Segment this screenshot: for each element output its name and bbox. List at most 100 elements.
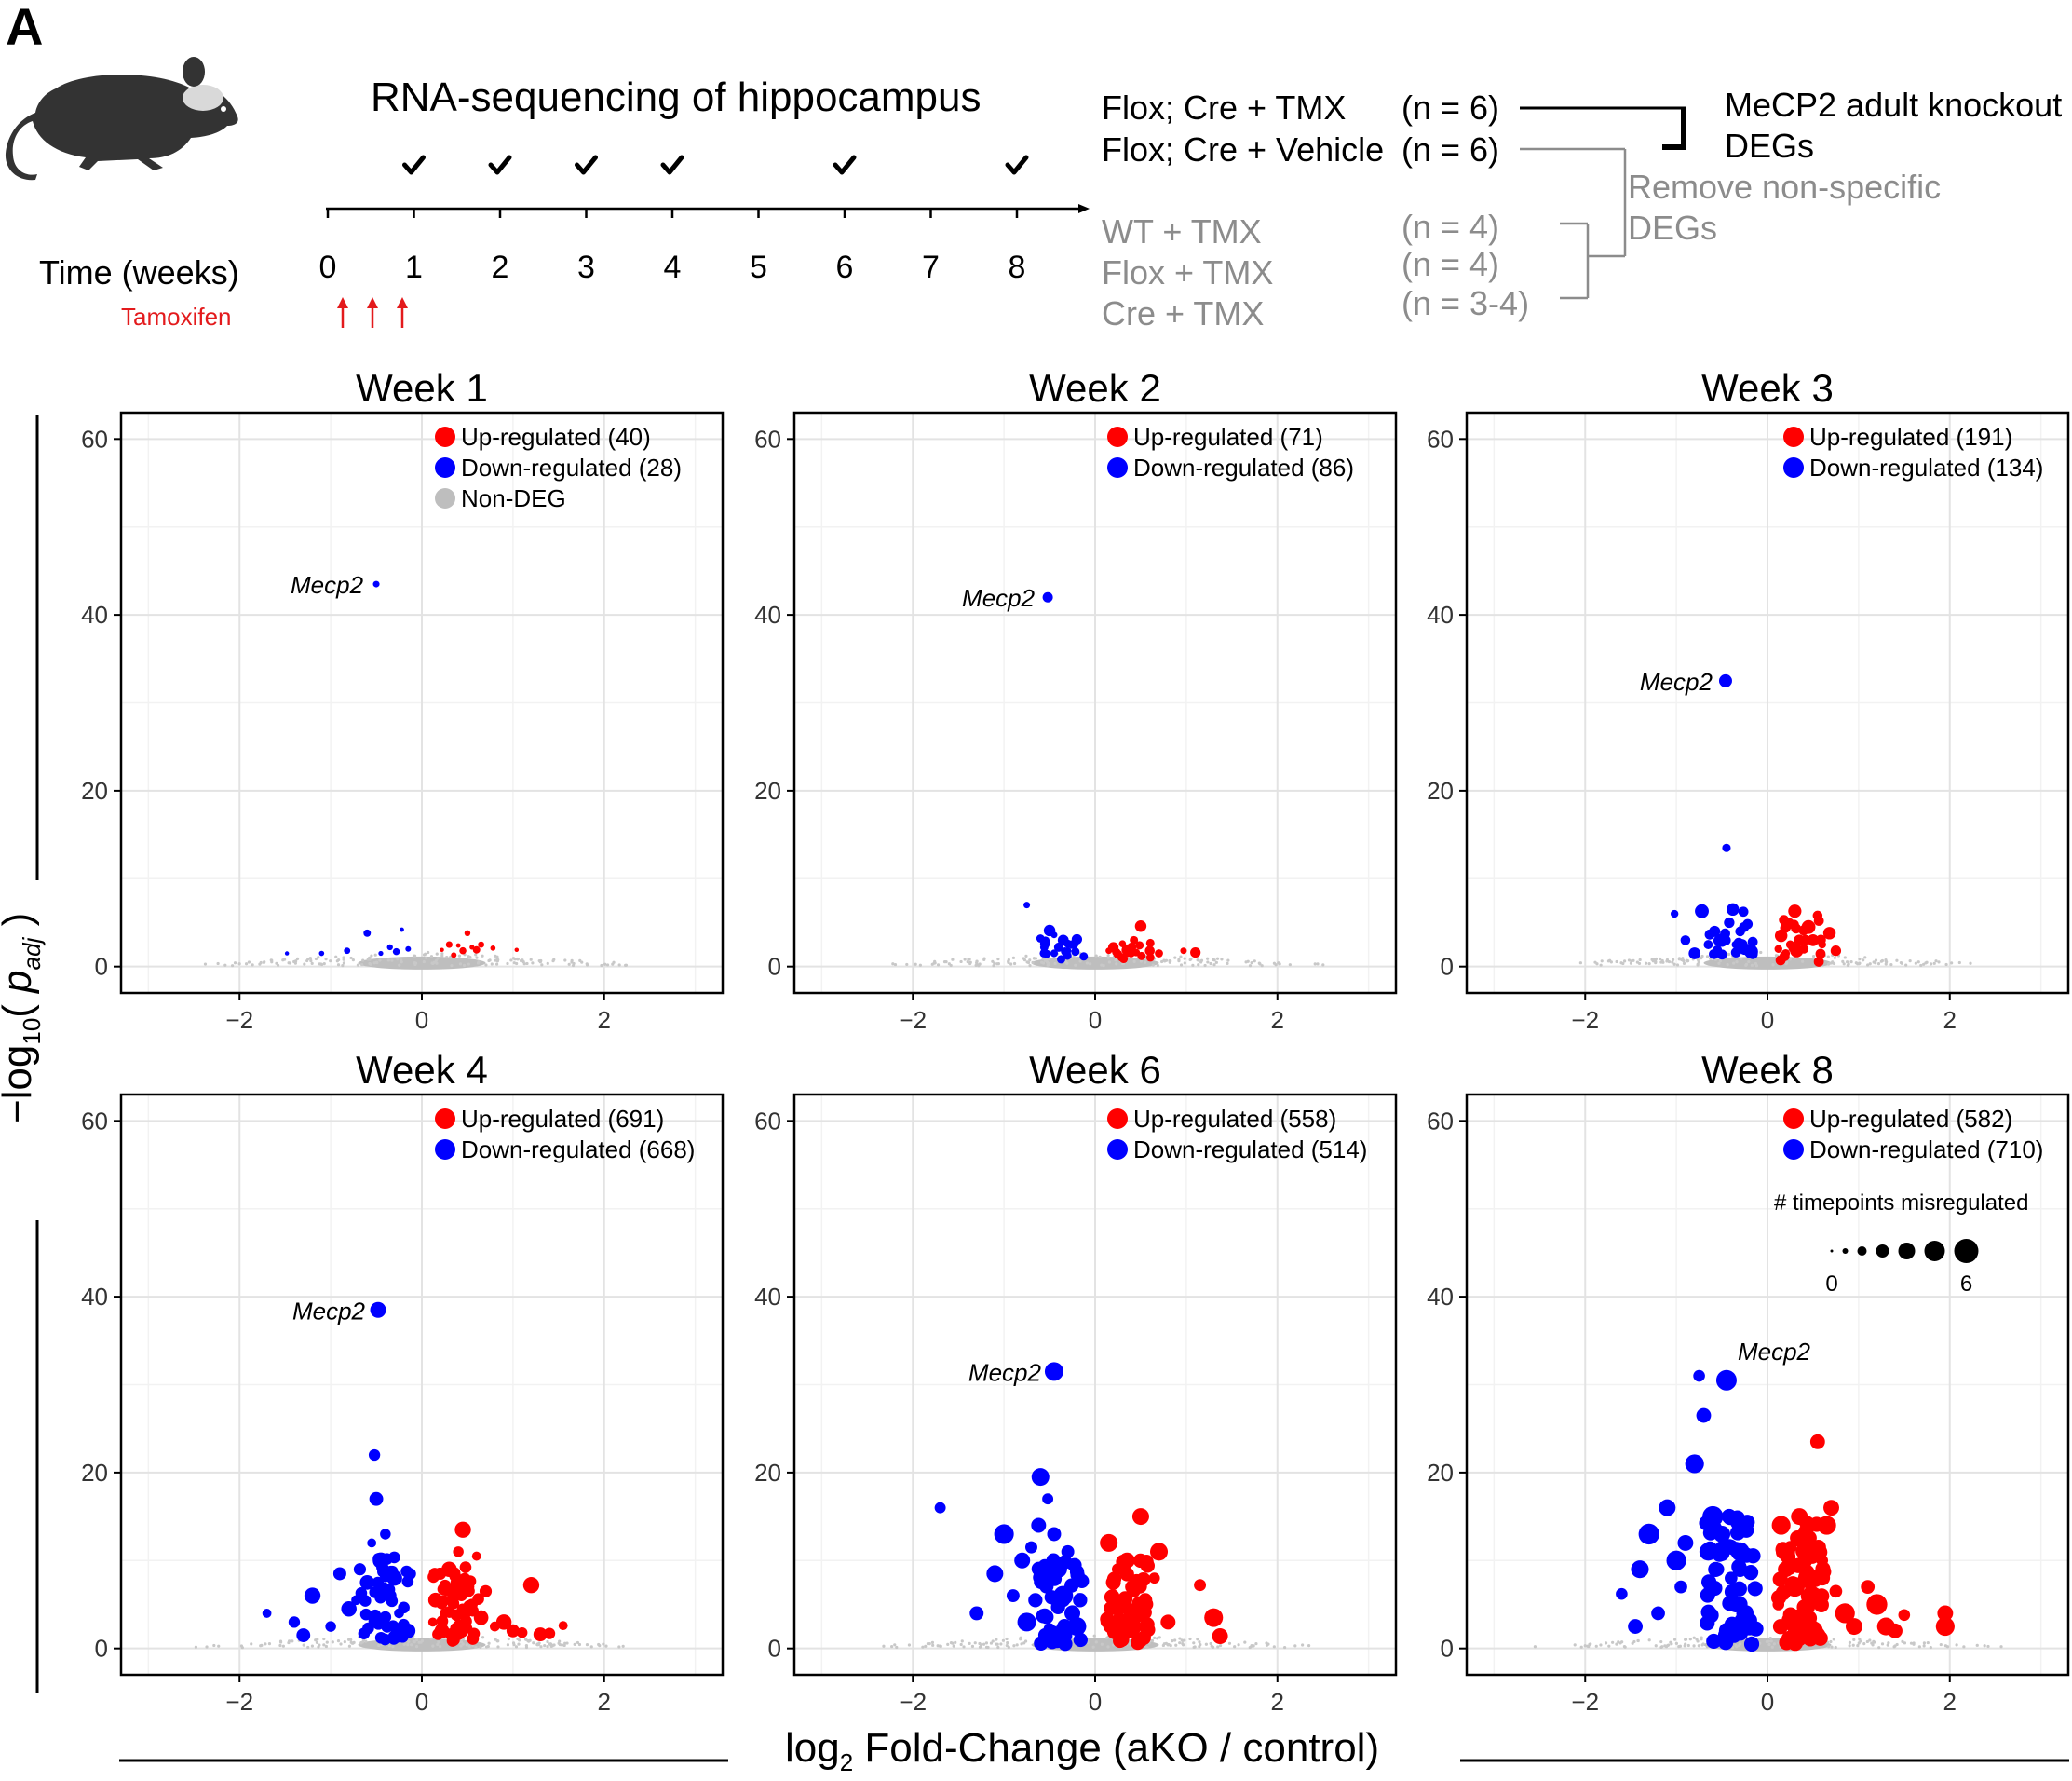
non-deg-point: [1862, 958, 1865, 962]
down-regulated-point: [986, 1565, 1004, 1583]
non-deg-point: [963, 958, 967, 961]
mecp2-point: [1044, 1362, 1063, 1381]
non-deg-point: [1688, 1638, 1692, 1641]
non-deg-point: [546, 961, 549, 965]
non-deg-point: [1206, 957, 1210, 960]
non-deg-point: [322, 1643, 326, 1647]
non-deg-point: [1250, 960, 1253, 965]
non-deg-point: [1177, 958, 1181, 961]
non-deg-point: [1672, 958, 1675, 961]
non-deg-point: [1734, 1643, 1738, 1648]
panel-label: A: [6, 0, 44, 56]
non-deg-point: [458, 962, 463, 966]
non-deg-point: [322, 1637, 326, 1641]
non-deg-point: [921, 1645, 925, 1649]
non-deg-point: [1700, 954, 1704, 958]
non-deg-point: [440, 952, 444, 956]
non-deg-point: [1139, 959, 1144, 963]
non-deg-point: [1627, 958, 1632, 962]
mecp2-point: [372, 580, 380, 588]
non-deg-point: [1914, 961, 1917, 965]
non-deg-point: [278, 1640, 283, 1644]
y-label-prefix: −log: [0, 1044, 41, 1124]
non-deg-point: [1873, 1640, 1876, 1644]
non-deg-point: [1769, 1639, 1773, 1643]
non-deg-point: [368, 958, 372, 961]
non-deg-point: [1188, 1637, 1192, 1641]
size-legend-dot: [1924, 1241, 1945, 1261]
non-deg-point: [413, 954, 417, 958]
non-deg-point: [1220, 958, 1224, 961]
panel-title: Week 8: [1701, 1048, 1834, 1092]
up-regulated-points: [1100, 1508, 1228, 1651]
non-deg-point: [1183, 961, 1186, 965]
non-deg-point: [351, 1641, 355, 1645]
non-deg-point: [1212, 958, 1216, 962]
non-deg-point: [567, 962, 571, 966]
non-deg-point: [1102, 963, 1105, 968]
down-regulated-point: [368, 1448, 381, 1462]
check-icon: [660, 155, 684, 175]
up-regulated-point: [459, 946, 467, 955]
non-deg-point: [1226, 958, 1230, 962]
up-regulated-point: [1106, 1571, 1122, 1586]
non-deg-point: [1160, 959, 1164, 964]
y-label-p: p: [0, 970, 40, 992]
down-regulated-point: [374, 1631, 387, 1644]
down-regulated-point: [1739, 921, 1750, 932]
down-regulated-point: [1707, 1520, 1723, 1537]
non-deg-point: [251, 963, 254, 967]
non-deg-point: [585, 1643, 589, 1647]
non-deg-point: [351, 958, 355, 962]
non-deg-point: [951, 958, 955, 961]
non-deg-point: [1579, 1645, 1583, 1649]
non-deg-point: [1727, 952, 1731, 957]
non-deg-point: [316, 1638, 319, 1641]
non-deg-point: [1926, 1640, 1930, 1645]
down-regulated-point: [1713, 935, 1724, 946]
non-deg-point: [982, 957, 986, 960]
x-tick-label: −2: [899, 1688, 927, 1716]
group-n: (n = 4): [1402, 245, 1500, 283]
x-tick-label: 0: [415, 1688, 428, 1716]
non-deg-point: [413, 962, 417, 967]
down-regulated-point: [1039, 943, 1049, 952]
up-regulated-point: [436, 1622, 448, 1635]
non-deg-point: [1955, 1643, 1958, 1647]
down-regulated-point: [400, 1565, 413, 1578]
non-deg-point: [914, 962, 917, 966]
non-deg-point: [1227, 1641, 1232, 1645]
non-deg-point: [1198, 1645, 1201, 1649]
non-deg-point: [1179, 963, 1184, 967]
non-deg-point: [512, 1643, 516, 1647]
non-deg-point: [506, 1643, 510, 1647]
up-regulated-point: [1830, 945, 1842, 957]
non-deg-point: [425, 956, 428, 959]
non-deg-point: [287, 1639, 291, 1643]
down-regulated-point: [355, 1586, 368, 1599]
non-deg-point: [939, 1644, 942, 1648]
non-deg-point: [439, 1644, 442, 1649]
down-regulated-point: [994, 1524, 1014, 1544]
down-regulated-point: [1696, 1407, 1712, 1423]
remove-label: DEGs: [1628, 209, 1718, 247]
non-deg-point: [968, 1641, 971, 1646]
non-deg-point: [377, 1643, 381, 1648]
up-regulated-point: [453, 1546, 464, 1557]
non-deg-point: [1260, 964, 1264, 968]
non-deg-point: [349, 956, 353, 960]
non-deg-point: [295, 957, 300, 960]
non-deg-point: [529, 958, 533, 961]
non-deg-point: [999, 1642, 1003, 1646]
non-deg-point: [543, 1643, 547, 1648]
y-label-sub: 10: [17, 1017, 46, 1045]
non-deg-point: [1028, 963, 1032, 968]
up-regulated-points: [1105, 920, 1201, 964]
up-regulated-point: [1786, 1579, 1803, 1595]
non-deg-point: [1028, 958, 1032, 962]
non-deg-point: [1104, 1637, 1109, 1640]
non-deg-point: [435, 961, 439, 965]
non-deg-point: [1750, 963, 1754, 967]
non-deg-point: [1001, 1638, 1006, 1642]
non-deg-point: [1178, 1641, 1182, 1645]
